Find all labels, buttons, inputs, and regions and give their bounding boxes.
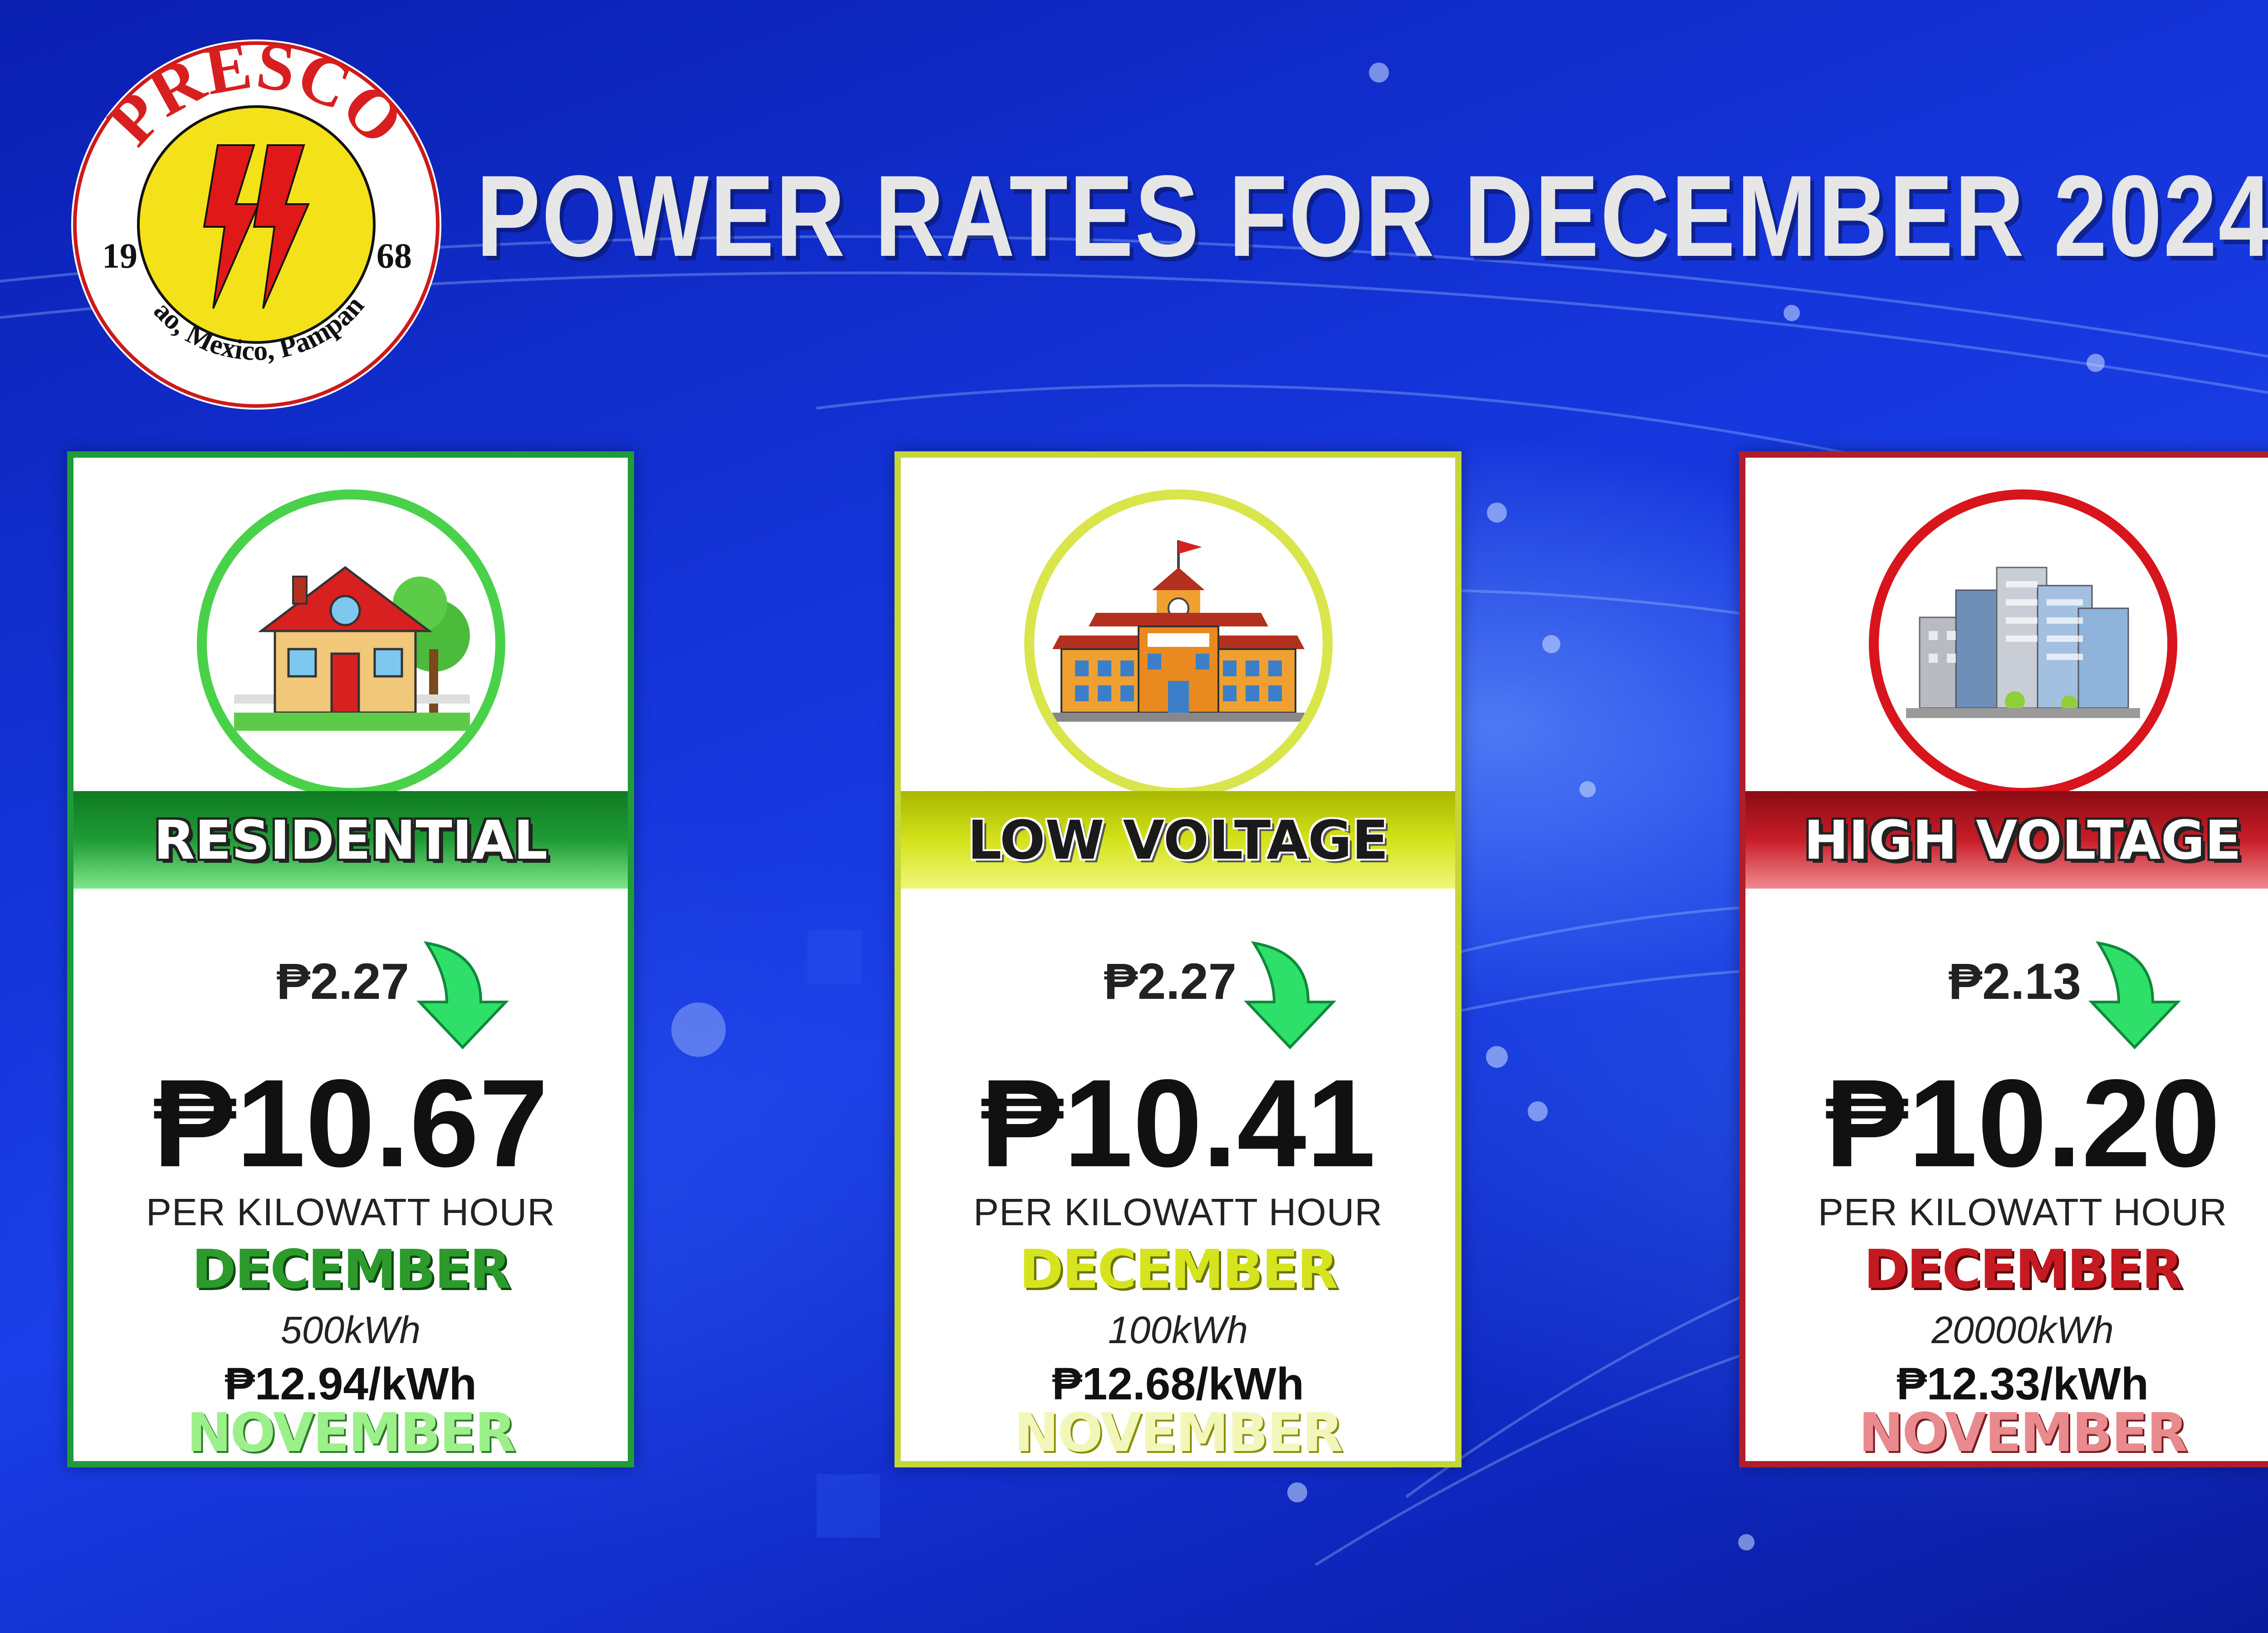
category-label: RESIDENTIAL: [153, 808, 548, 871]
logo-year-left: 19: [102, 236, 137, 275]
category-label: LOW VOLTAGE: [968, 808, 1388, 871]
residential-band: RESIDENTIAL: [73, 791, 628, 889]
low-voltage-band: LOW VOLTAGE: [901, 791, 1455, 889]
rate-change-amount: ₱2.27: [276, 953, 409, 1010]
current-rate: ₱10.41: [980, 1054, 1376, 1193]
rate-change: ₱2.27: [901, 925, 1455, 1050]
high-voltage-band: HIGH VOLTAGE: [1745, 791, 2268, 889]
rate-change-amount: ₱2.13: [1948, 953, 2081, 1010]
previous-month: NOVEMBER: [1014, 1401, 1344, 1464]
rate-unit: PER KILOWATT HOUR: [1818, 1191, 2228, 1233]
residential-card: RESIDENTIAL ₱2.27 ₱10.67 PER KILOWATT HO…: [67, 451, 634, 1467]
consumption: 100kWh: [1108, 1309, 1248, 1351]
rate-change: ₱2.13: [1745, 925, 2268, 1050]
presco-logo: PRESCO Anao, Mexico, Pampanga 19 68: [68, 36, 441, 410]
high-voltage-icon-ring: [1869, 489, 2177, 798]
category-label: HIGH VOLTAGE: [1804, 808, 2242, 871]
down-arrow-icon: [416, 941, 509, 1050]
high-voltage-card: HIGH VOLTAGE ₱2.13 ₱10.20 PER KILOWATT H…: [1739, 451, 2268, 1467]
page-title: POWER RATES FOR DECEMBER 2024: [476, 152, 2268, 281]
consumption: 20000kWh: [1931, 1309, 2114, 1351]
current-rate: ₱10.67: [153, 1054, 548, 1193]
logo-year-right: 68: [376, 236, 412, 275]
previous-month: NOVEMBER: [1858, 1401, 2188, 1464]
rate-unit: PER KILOWATT HOUR: [973, 1191, 1383, 1233]
down-arrow-icon: [2088, 941, 2181, 1050]
down-arrow-icon: [1244, 941, 1336, 1050]
residential-icon-ring: [197, 489, 505, 798]
house-icon: [234, 566, 470, 731]
current-month: DECEMBER: [1863, 1238, 2183, 1301]
previous-month: NOVEMBER: [186, 1401, 516, 1464]
current-rate: ₱10.20: [1825, 1054, 2220, 1193]
previous-rate: ₱12.94/kWh: [225, 1359, 477, 1409]
rate-change-amount: ₱2.27: [1104, 953, 1237, 1010]
previous-rate: ₱12.68/kWh: [1052, 1359, 1304, 1409]
rate-unit: PER KILOWATT HOUR: [146, 1191, 556, 1233]
consumption: 500kWh: [280, 1309, 421, 1351]
rate-change: ₱2.27: [73, 925, 628, 1050]
lightning-icon: [203, 144, 310, 309]
current-month: DECEMBER: [191, 1238, 511, 1301]
buildings-icon: [1906, 567, 2140, 718]
previous-rate: ₱12.33/kWh: [1897, 1359, 2149, 1409]
low-voltage-card: LOW VOLTAGE ₱2.27 ₱10.41 PER KILOWATT HO…: [894, 451, 1461, 1467]
school-icon: [1052, 540, 1305, 722]
low-voltage-icon-ring: [1024, 489, 1333, 798]
current-month: DECEMBER: [1019, 1238, 1339, 1301]
